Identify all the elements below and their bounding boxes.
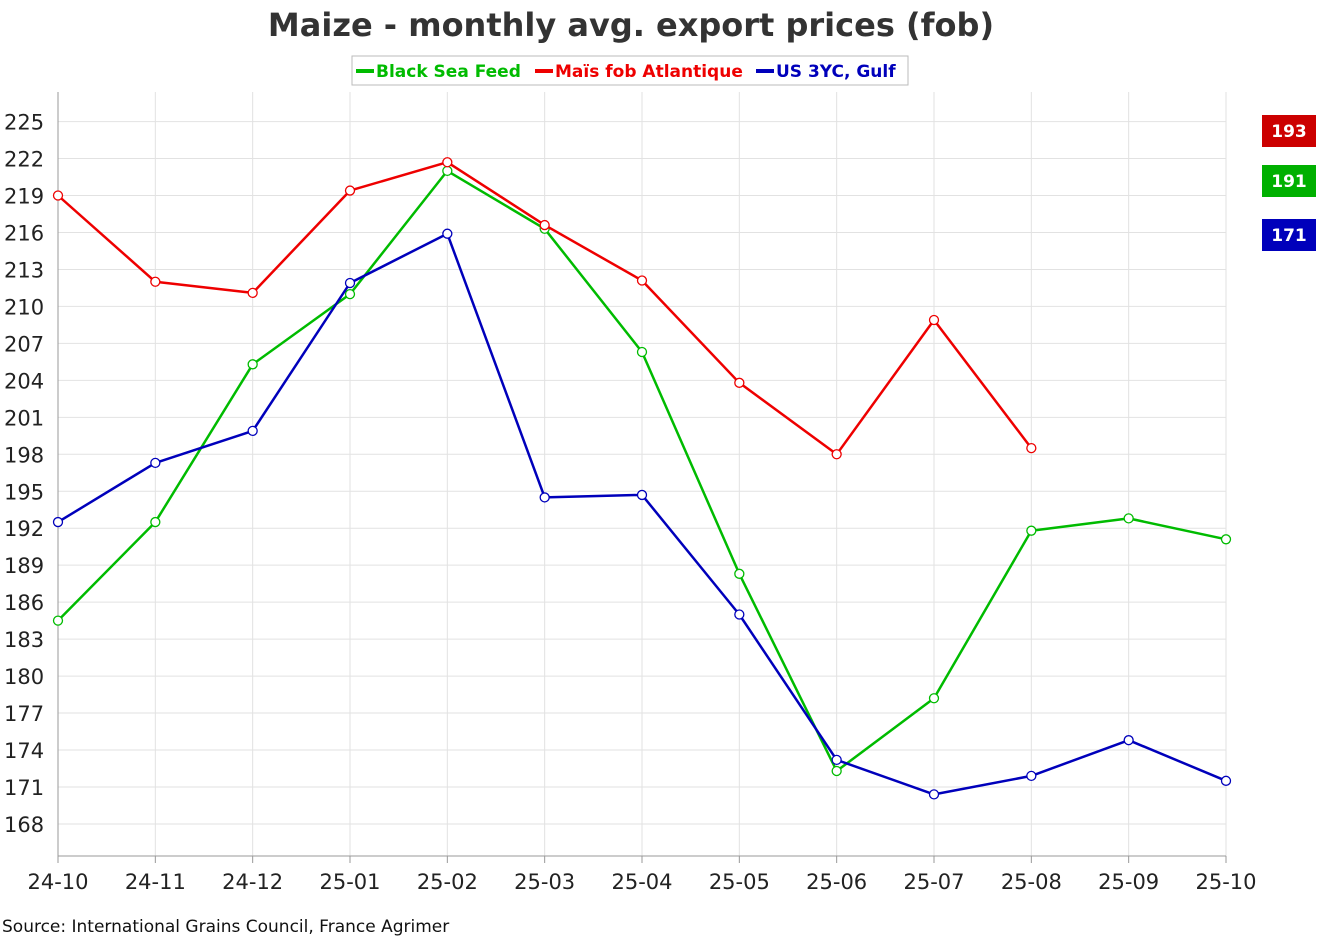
badge-mais-fob-atlantique [1262,115,1316,147]
data-point [1026,442,1037,454]
y-tick-label: 204 [4,369,44,393]
y-tick-label: 192 [4,517,44,541]
data-point [52,190,64,201]
data-point [734,377,745,388]
x-tick-label: 25-10 [1195,870,1256,894]
y-tick-label: 177 [4,702,44,726]
x-tick-label: 25-05 [709,870,770,894]
y-tick-label: 183 [4,628,44,652]
data-point [539,492,550,503]
x-tick-label: 25-09 [1098,870,1159,894]
data-point [344,185,356,196]
legend-box [351,55,909,86]
x-tick-label: 25-07 [903,870,964,894]
data-point [734,609,745,620]
legend-label-us-3yc-gulf: US 3YC, Gulf [776,62,896,82]
data-point [734,568,745,579]
data-point [928,789,940,800]
data-point [52,516,64,528]
data-point [247,359,258,370]
data-point [52,615,64,626]
series-mais-fob-atlantique [52,157,1037,460]
badge-black-sea-feed [1262,165,1316,197]
data-point [150,276,161,287]
y-tick-label: 207 [4,332,44,356]
data-point [928,693,940,704]
x-axis-ticks: 24-10 24-11 24-12 25-01 25-02 25-03 25-04 25-05… [27,870,1256,894]
x-tick-label: 25-02 [417,870,478,894]
x-tick-label: 25-04 [611,870,672,894]
chart-title: Maize - monthly avg. export prices (fob) [268,6,994,44]
data-point [150,457,161,469]
x-tick-label: 25-03 [514,870,575,894]
x-tick-label: 24-10 [27,870,88,894]
data-point [344,277,356,289]
data-point [1026,525,1037,536]
y-tick-label: 189 [4,554,44,578]
y-tick-label: 198 [4,443,44,467]
y-tick-label: 222 [4,148,44,172]
x-tick-label: 24-11 [125,870,186,894]
data-point [831,754,842,766]
y-tick-label: 216 [4,221,44,245]
data-point [247,287,258,299]
badge-label-mais-fob-atlantique: 193 [1271,122,1307,142]
y-tick-label: 174 [4,739,44,763]
y-tick-label: 213 [4,258,44,282]
data-point [442,157,453,168]
data-point [636,346,648,358]
series-black-sea-feed [52,165,1232,777]
y-tick-label: 168 [4,813,44,837]
x-tick-label: 25-06 [806,870,867,894]
badge-label-black-sea-feed: 191 [1271,172,1307,192]
data-point [1026,770,1037,782]
data-point [344,288,356,300]
legend: Black Sea Feed Maïs fob Atlantique US 3Y… [351,55,909,86]
badge-label-us-3yc-gulf: 171 [1271,226,1307,246]
y-tick-label: 195 [4,480,44,504]
series-layer [52,157,1232,800]
badge-us-3yc-gulf [1262,219,1316,251]
data-point [247,425,258,437]
data-point [636,275,648,286]
x-tick-label: 25-08 [1001,870,1062,894]
y-tick-label: 210 [4,295,44,319]
y-tick-label: 225 [4,111,44,135]
data-point [150,516,161,528]
last-value-badges: 193 191 171 [1262,115,1316,251]
data-point [442,228,453,239]
data-point [831,449,842,460]
data-point [1123,513,1134,524]
y-tick-label: 201 [4,406,44,430]
data-point [1123,735,1134,746]
legend-label-black-sea-feed: Black Sea Feed [376,62,521,82]
data-point [831,765,842,777]
x-tick-label: 25-01 [319,870,380,894]
y-tick-label: 171 [4,776,44,800]
y-tick-label: 219 [4,185,44,209]
data-point [1220,775,1232,786]
legend-label-mais-fob-atlantique: Maïs fob Atlantique [555,62,743,82]
series-us-3yc-gulf [52,228,1232,800]
data-point [928,314,940,326]
data-point [539,219,550,231]
data-point [1220,534,1232,545]
data-point [636,489,648,501]
y-tick-label: 180 [4,665,44,689]
source-note: Source: International Grains Council, Fr… [2,917,449,937]
data-point [442,165,453,177]
y-axis-ticks: 168 171 174 177 180 183 186 189 192 195 198 201 204 2… [4,111,44,837]
x-tick-label: 24-12 [222,870,283,894]
y-tick-label: 186 [4,591,44,615]
